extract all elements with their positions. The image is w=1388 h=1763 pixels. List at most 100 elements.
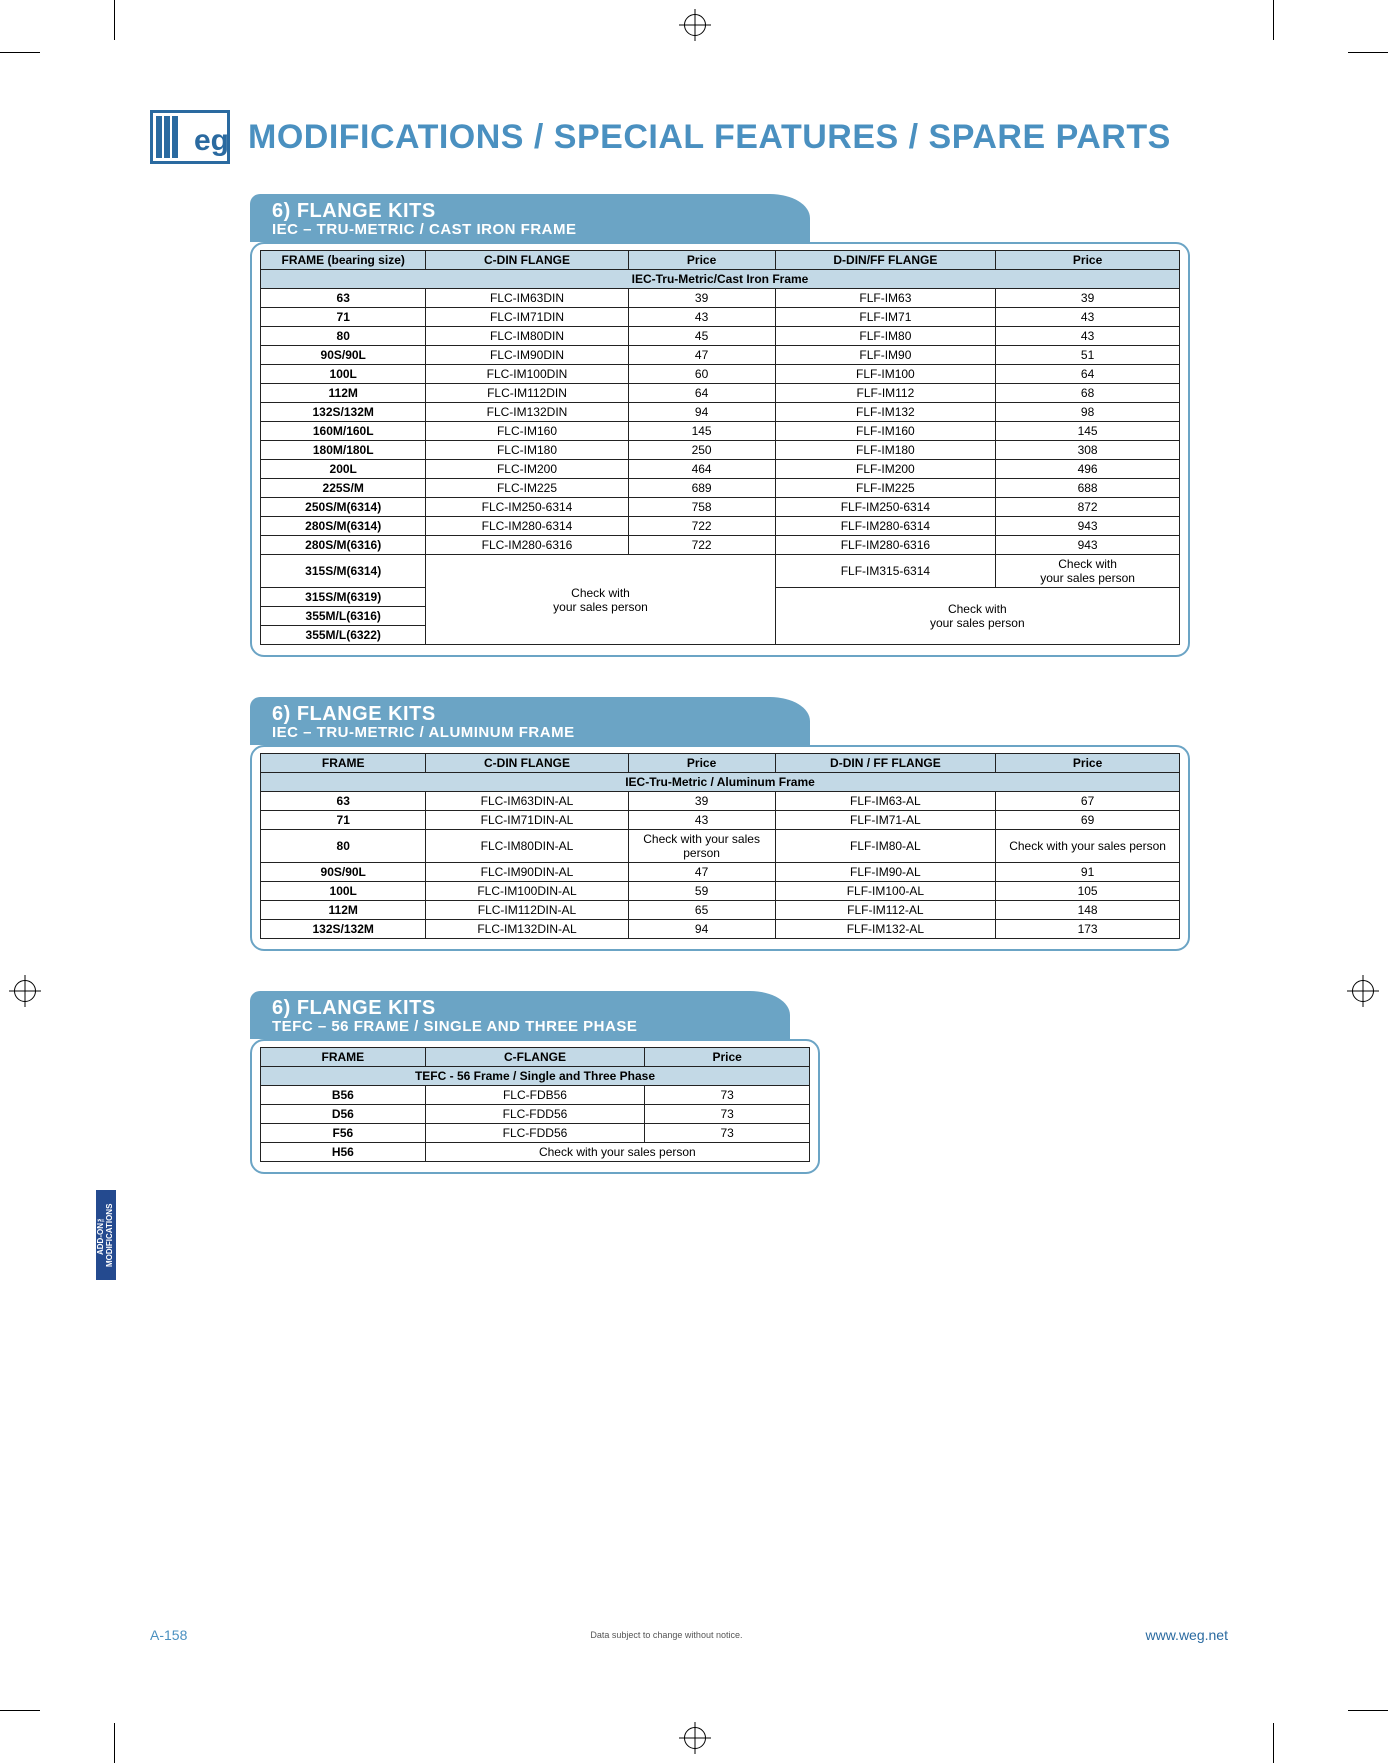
tab-title-1: 6) FLANGE KITS xyxy=(272,200,760,223)
cell: FLF-IM132-AL xyxy=(775,920,996,939)
cell: 43 xyxy=(628,308,775,327)
table-row: 63FLC-IM63DIN39FLF-IM6339 xyxy=(261,289,1180,308)
table-row: 100LFLC-IM100DIN60FLF-IM10064 xyxy=(261,365,1180,384)
side-tab-modifications: ADD-ON™ MODIFICATIONS xyxy=(96,1190,116,1280)
cell: 63 xyxy=(261,289,426,308)
ddin-315-6314: FLF-IM315-6314 xyxy=(775,555,996,588)
cell: FLC-IM63DIN xyxy=(426,289,628,308)
table-row: 80FLC-IM80DIN45FLF-IM8043 xyxy=(261,327,1180,346)
cell: 250S/M(6314) xyxy=(261,498,426,517)
cell: 63 xyxy=(261,792,426,811)
cell: 758 xyxy=(628,498,775,517)
table-row: D56FLC-FDD5673 xyxy=(261,1105,810,1124)
cell: 69 xyxy=(996,811,1180,830)
frame-315-6314: 315S/M(6314) xyxy=(261,555,426,588)
cell: FLC-IM160 xyxy=(426,422,628,441)
table-row: 112MFLC-IM112DIN64FLF-IM11268 xyxy=(261,384,1180,403)
cell: FLF-IM71-AL xyxy=(775,811,996,830)
cell: 688 xyxy=(996,479,1180,498)
cell: FLF-IM100 xyxy=(775,365,996,384)
col-cdin-2: C-DIN FLANGE xyxy=(426,754,628,773)
cell: 160M/160L xyxy=(261,422,426,441)
cell: 132S/132M xyxy=(261,920,426,939)
table-aluminum: FRAME C-DIN FLANGE Price D-DIN / FF FLAN… xyxy=(260,753,1180,939)
cell: FLC-IM132DIN xyxy=(426,403,628,422)
col-frame-2: FRAME xyxy=(261,754,426,773)
cell: 722 xyxy=(628,536,775,555)
catalog-page: eg MODIFICATIONS / SPECIAL FEATURES / SP… xyxy=(0,0,1388,1763)
svg-text:eg: eg xyxy=(194,124,229,157)
cell: 94 xyxy=(628,403,775,422)
cell: 308 xyxy=(996,441,1180,460)
cell: 112M xyxy=(261,901,426,920)
weg-logo: eg xyxy=(150,110,230,164)
table-row: 71FLC-IM71DIN43FLF-IM7143 xyxy=(261,308,1180,327)
table-cast-iron: FRAME (bearing size) C-DIN FLANGE Price … xyxy=(260,250,1180,645)
cell: FLC-IM63DIN-AL xyxy=(426,792,628,811)
cell: FLC-IM100DIN xyxy=(426,365,628,384)
cell: FLF-IM71 xyxy=(775,308,996,327)
table-row: 132S/132MFLC-IM132DIN94FLF-IM13298 xyxy=(261,403,1180,422)
section-tab-3: 6) FLANGE KITS TEFC – 56 FRAME / SINGLE … xyxy=(250,991,790,1039)
col-frame-3: FRAME xyxy=(261,1048,426,1067)
cell: FLC-IM112DIN xyxy=(426,384,628,403)
section-cast-iron: 6) FLANGE KITS IEC – TRU-METRIC / CAST I… xyxy=(250,194,1388,657)
cell: FLC-IM71DIN-AL xyxy=(426,811,628,830)
cell: 145 xyxy=(996,422,1180,441)
cell: FLF-IM200 xyxy=(775,460,996,479)
table-row: 80FLC-IM80DIN-ALCheck with your sales pe… xyxy=(261,830,1180,863)
sub-header-3: TEFC - 56 Frame / Single and Three Phase xyxy=(261,1067,810,1086)
cell: 722 xyxy=(628,517,775,536)
cell: FLC-FDD56 xyxy=(425,1105,645,1124)
cell: 464 xyxy=(628,460,775,479)
section-tefc56: 6) FLANGE KITS TEFC – 56 FRAME / SINGLE … xyxy=(250,991,1388,1174)
cell: FLC-IM225 xyxy=(426,479,628,498)
cell: 90S/90L xyxy=(261,346,426,365)
cell: B56 xyxy=(261,1086,426,1105)
table-row: 225S/MFLC-IM225689FLF-IM225688 xyxy=(261,479,1180,498)
cell: 73 xyxy=(645,1086,810,1105)
cell: 80 xyxy=(261,327,426,346)
cell: 943 xyxy=(996,517,1180,536)
sub-header-2: IEC-Tru-Metric / Aluminum Frame xyxy=(261,773,1180,792)
table-row: 280S/M(6316)FLC-IM280-6316722FLF-IM280-6… xyxy=(261,536,1180,555)
section-tab-1: 6) FLANGE KITS IEC – TRU-METRIC / CAST I… xyxy=(250,194,810,242)
tab-subtitle-2: IEC – TRU-METRIC / ALUMINUM FRAME xyxy=(272,724,760,741)
cell: 112M xyxy=(261,384,426,403)
cell: 94 xyxy=(628,920,775,939)
footer-url: www.weg.net xyxy=(1146,1627,1228,1643)
col-frame: FRAME (bearing size) xyxy=(261,251,426,270)
cell: 60 xyxy=(628,365,775,384)
cell: FLF-IM100-AL xyxy=(775,882,996,901)
cell: 59 xyxy=(628,882,775,901)
cell: 73 xyxy=(645,1105,810,1124)
cell: 100L xyxy=(261,365,426,384)
cell: 39 xyxy=(996,289,1180,308)
cell: 689 xyxy=(628,479,775,498)
cell: 943 xyxy=(996,536,1180,555)
cell: 148 xyxy=(996,901,1180,920)
table-header-row: FRAME (bearing size) C-DIN FLANGE Price … xyxy=(261,251,1180,270)
col-ddin-price: Price xyxy=(996,251,1180,270)
table-row: 90S/90LFLC-IM90DIN-AL47FLF-IM90-AL91 xyxy=(261,863,1180,882)
cell: FLF-IM180 xyxy=(775,441,996,460)
col-price-3: Price xyxy=(645,1048,810,1067)
cell: 132S/132M xyxy=(261,403,426,422)
cell: 80 xyxy=(261,830,426,863)
tab-title-2: 6) FLANGE KITS xyxy=(272,703,760,726)
cell: FLF-IM80-AL xyxy=(775,830,996,863)
cell: 872 xyxy=(996,498,1180,517)
cell: FLF-IM250-6314 xyxy=(775,498,996,517)
col-cdin: C-DIN FLANGE xyxy=(426,251,628,270)
cell: FLF-IM280-6316 xyxy=(775,536,996,555)
merged-ddin-check: Check with your sales person xyxy=(775,588,1179,645)
cell: 64 xyxy=(628,384,775,403)
frame-315-6319: 315S/M(6319) xyxy=(261,588,426,607)
cell: 73 xyxy=(645,1124,810,1143)
page-footer: A-158 Data subject to change without not… xyxy=(150,1627,1228,1643)
cell: FLC-IM80DIN xyxy=(426,327,628,346)
cell: 71 xyxy=(261,308,426,327)
cell: 98 xyxy=(996,403,1180,422)
footer-disclaimer: Data subject to change without notice. xyxy=(590,1630,742,1640)
cell: Check with your sales person xyxy=(628,830,775,863)
